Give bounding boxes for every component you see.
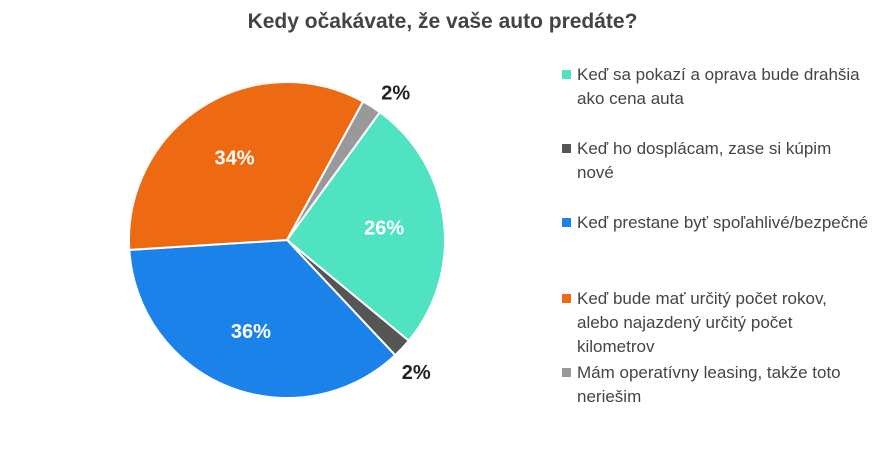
chart-title: Kedy očakávate, že vaše auto predáte?	[247, 10, 638, 33]
legend-item: Keď sa pokazí a oprava bude drahšia ako …	[562, 63, 872, 111]
legend-item: Keď ho dosplácam, zase si kúpim nové	[562, 137, 872, 185]
legend-label: Keď sa pokazí a oprava bude drahšia ako …	[577, 65, 860, 108]
legend-swatch	[562, 144, 571, 153]
slice-value-label: 26%	[364, 218, 404, 240]
legend-item: Mám operatívny leasing, takže toto nerie…	[562, 361, 872, 409]
legend-swatch	[562, 218, 571, 227]
legend-item: Keď prestane byť spoľahlivé/bezpečné	[562, 211, 872, 235]
legend-swatch	[562, 70, 571, 79]
legend-item: Keď bude mať určitý počet rokov, alebo n…	[562, 287, 872, 359]
slice-value-label: 34%	[214, 147, 254, 169]
pie-slice	[128, 238, 397, 399]
legend-swatch	[562, 368, 571, 377]
legend-label: Keď ho dosplácam, zase si kúpim nové	[577, 139, 832, 182]
legend-label: Mám operatívny leasing, takže toto nerie…	[577, 363, 841, 406]
pie-slice	[285, 110, 446, 343]
legend-label: Keď bude mať určitý počet rokov, alebo n…	[577, 289, 827, 356]
legend-swatch	[562, 294, 571, 303]
slice-value-label: 36%	[231, 321, 271, 343]
slice-value-label: 2%	[381, 83, 410, 105]
legend-label: Keď prestane byť spoľahlivé/bezpečné	[577, 213, 869, 232]
slice-value-label: 2%	[402, 362, 431, 384]
pie-slice	[286, 100, 382, 241]
